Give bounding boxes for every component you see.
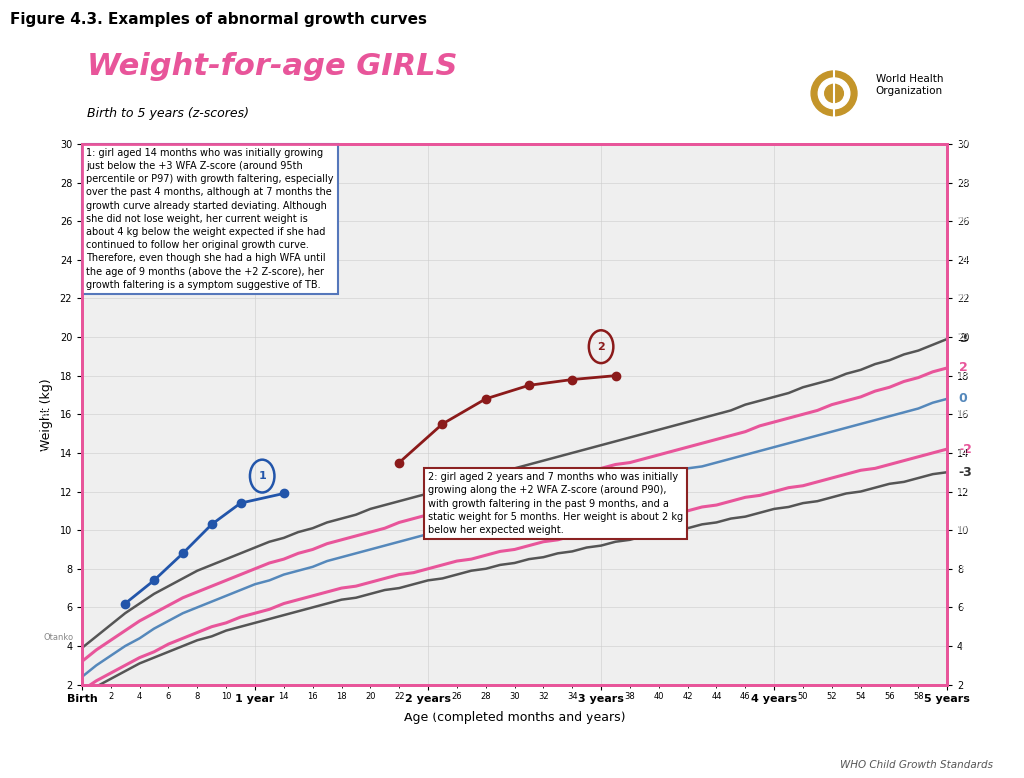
Text: Weight (kg): Weight (kg) <box>20 380 31 445</box>
Text: Birth to 5 years (z-scores): Birth to 5 years (z-scores) <box>87 107 249 121</box>
Text: 12: 12 <box>957 487 969 496</box>
Text: 2: 2 <box>43 680 48 689</box>
Text: 2: 2 <box>109 706 114 714</box>
Text: 0: 0 <box>958 392 968 405</box>
Text: 3: 3 <box>958 332 968 345</box>
Text: 28: 28 <box>957 178 969 187</box>
Text: 6: 6 <box>43 603 48 612</box>
Text: 34: 34 <box>567 706 578 714</box>
Text: 40: 40 <box>653 706 664 714</box>
Text: 46: 46 <box>740 706 751 714</box>
Circle shape <box>818 78 850 109</box>
Text: 12: 12 <box>40 487 51 496</box>
Text: -2: -2 <box>958 443 973 456</box>
Text: 26: 26 <box>40 217 51 226</box>
Text: 54: 54 <box>855 706 866 714</box>
Text: 22: 22 <box>957 294 969 303</box>
Text: 16: 16 <box>957 410 969 419</box>
Text: 14: 14 <box>957 448 969 457</box>
Text: 18: 18 <box>40 371 51 380</box>
Text: 10: 10 <box>221 706 231 714</box>
Text: 1: 1 <box>258 471 266 481</box>
Text: 24: 24 <box>40 255 51 265</box>
Text: WHO Child Growth Standards: WHO Child Growth Standards <box>841 760 993 770</box>
Text: 44: 44 <box>712 706 722 714</box>
Text: 1: girl aged 14 months who was initially growing
just below the +3 WFA Z-score (: 1: girl aged 14 months who was initially… <box>86 148 334 289</box>
Y-axis label: Weight (kg): Weight (kg) <box>40 378 53 450</box>
Text: 38: 38 <box>625 706 635 714</box>
Text: 2: girl aged 2 years and 7 months who was initially
growing along the +2 WFA Z-s: 2: girl aged 2 years and 7 months who wa… <box>428 472 683 535</box>
Text: 3 years: 3 years <box>580 705 623 715</box>
Text: 18: 18 <box>957 371 969 380</box>
Text: 52: 52 <box>826 706 837 714</box>
Text: 4: 4 <box>43 642 48 650</box>
Text: 2: 2 <box>597 342 605 352</box>
Text: 22: 22 <box>40 294 51 303</box>
Text: 20: 20 <box>366 706 376 714</box>
Text: 28: 28 <box>480 706 492 714</box>
Circle shape <box>824 84 844 103</box>
Text: 22: 22 <box>394 706 404 714</box>
Text: 2: 2 <box>961 680 966 689</box>
Text: 5 years: 5 years <box>926 705 969 715</box>
Text: 42: 42 <box>682 706 693 714</box>
Text: 30: 30 <box>40 139 51 149</box>
Text: Figure 4.3. Examples of abnormal growth curves: Figure 4.3. Examples of abnormal growth … <box>10 12 427 26</box>
Text: 14: 14 <box>279 706 289 714</box>
Circle shape <box>811 71 857 116</box>
Text: World Health
Organization: World Health Organization <box>876 74 943 96</box>
Text: 58: 58 <box>913 706 924 714</box>
Text: 6: 6 <box>961 603 966 612</box>
Text: -3: -3 <box>958 466 973 478</box>
Text: 56: 56 <box>884 706 895 714</box>
Text: 16: 16 <box>40 410 51 419</box>
Text: 14: 14 <box>40 448 51 457</box>
Text: 8: 8 <box>43 564 48 573</box>
Text: 26: 26 <box>957 217 969 226</box>
Text: Weight-for-age GIRLS: Weight-for-age GIRLS <box>87 51 458 81</box>
Text: 50: 50 <box>798 706 808 714</box>
Text: 4: 4 <box>961 642 966 650</box>
Text: 10: 10 <box>957 526 969 534</box>
Text: 28: 28 <box>40 178 51 187</box>
Text: 8: 8 <box>961 564 966 573</box>
Text: Otanko: Otanko <box>43 633 73 642</box>
Text: Birth: Birth <box>68 705 96 715</box>
Text: 4 years: 4 years <box>753 705 796 715</box>
Text: 24: 24 <box>957 255 969 265</box>
Text: 20: 20 <box>957 332 969 342</box>
Text: 1 year: 1 year <box>237 705 273 715</box>
Text: 16: 16 <box>307 706 318 714</box>
Text: 30: 30 <box>509 706 520 714</box>
X-axis label: Age (completed months and years): Age (completed months and years) <box>403 711 626 724</box>
Text: 2 years: 2 years <box>407 705 450 715</box>
Text: 26: 26 <box>452 706 462 714</box>
Text: 20: 20 <box>40 332 51 342</box>
Text: 10: 10 <box>40 526 51 534</box>
Text: 30: 30 <box>957 139 969 149</box>
Text: 18: 18 <box>336 706 347 714</box>
Text: 6: 6 <box>166 706 171 714</box>
Text: 2: 2 <box>958 362 968 374</box>
Text: 32: 32 <box>538 706 549 714</box>
Text: 8: 8 <box>195 706 200 714</box>
Text: 4: 4 <box>137 706 142 714</box>
